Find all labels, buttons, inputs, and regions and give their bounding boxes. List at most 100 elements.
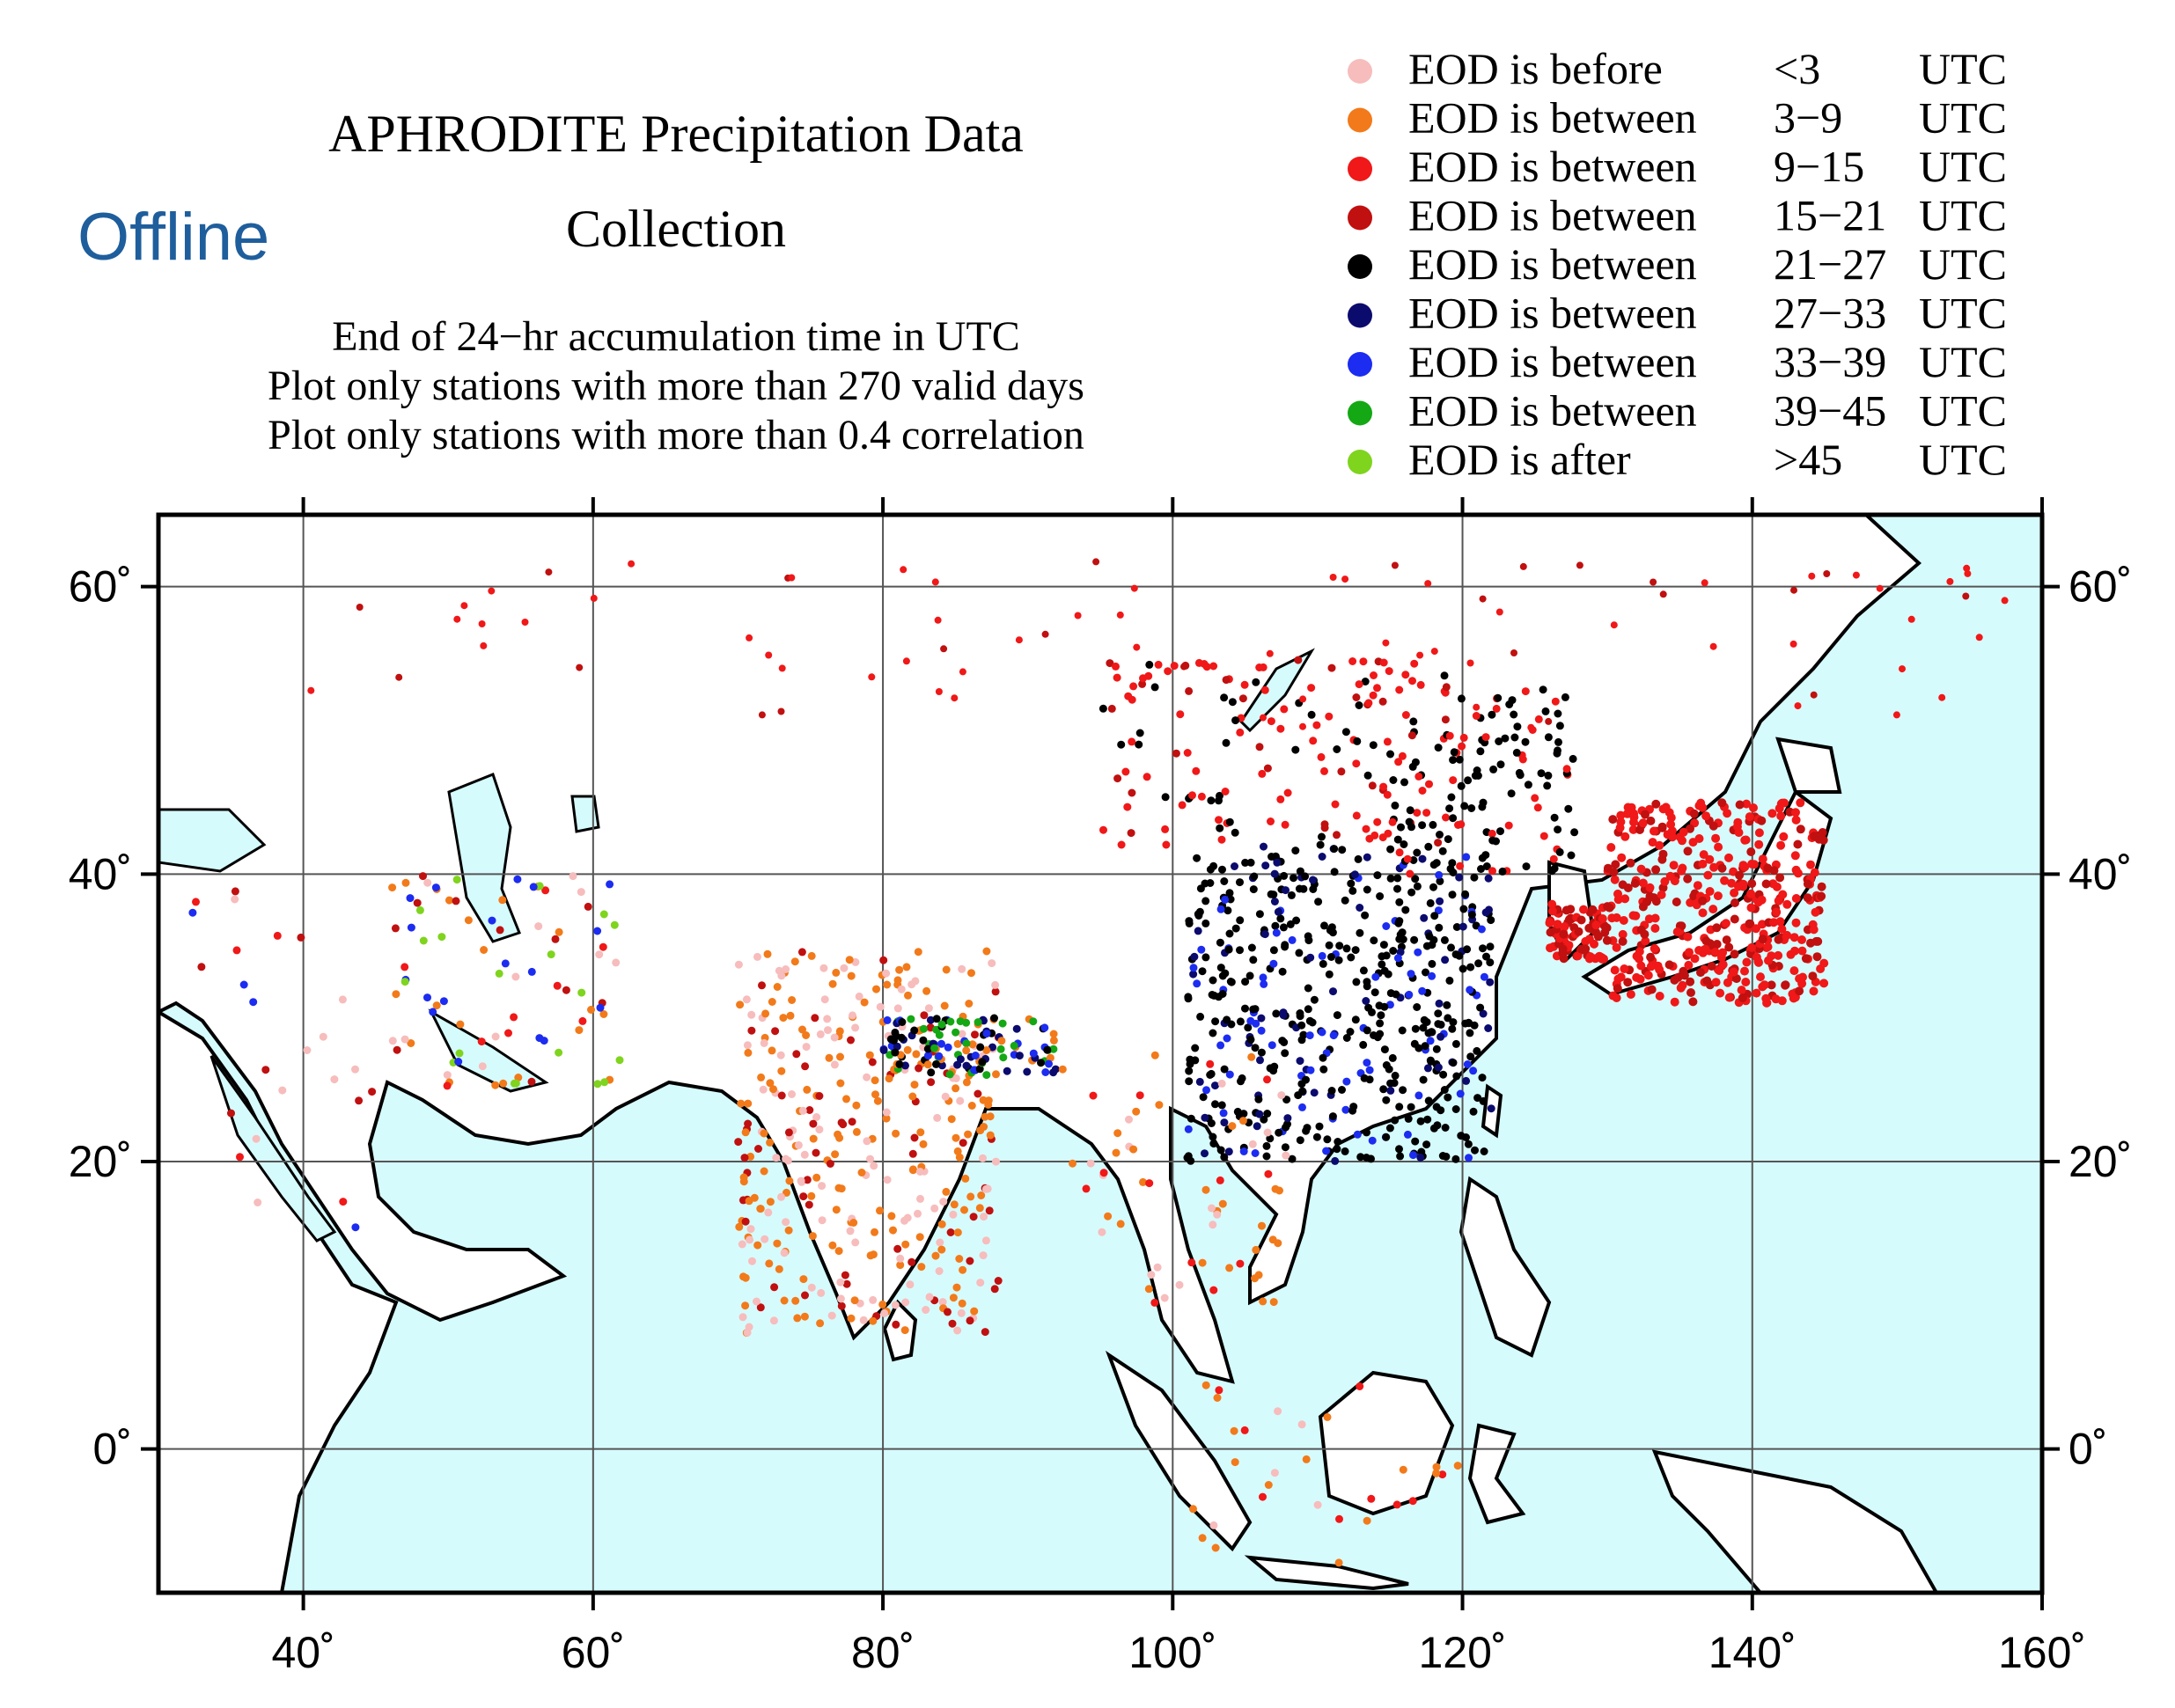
station-dot [831, 1150, 840, 1159]
station-dot [1521, 687, 1530, 696]
legend-range-8: >45 [1774, 435, 1842, 484]
station-dot [798, 1025, 806, 1034]
station-dot [1391, 801, 1400, 810]
station-dot [1481, 908, 1490, 917]
station-dot [1012, 1024, 1021, 1033]
station-dot [882, 1114, 891, 1123]
station-dot [1355, 701, 1363, 709]
station-dot [1465, 1154, 1473, 1162]
station-dot [1191, 1044, 1200, 1052]
station-dot [1753, 957, 1763, 966]
station-dot [1198, 1534, 1207, 1543]
station-dot [1435, 999, 1444, 1008]
station-dot [852, 1127, 861, 1136]
station-dot [922, 1306, 930, 1314]
station-dot [985, 1206, 994, 1215]
station-dot [744, 1048, 753, 1057]
station-dot [794, 1140, 803, 1149]
station-dot [1434, 1063, 1443, 1072]
station-dot [1439, 1070, 1448, 1079]
station-dot [1386, 750, 1394, 759]
station-dot [800, 1312, 809, 1321]
station-dot [1356, 904, 1364, 912]
station-dot [1323, 1135, 1332, 1144]
station-dot [431, 883, 440, 892]
station-dot [1301, 872, 1310, 881]
station-dot [1307, 710, 1316, 719]
station-dot [1220, 693, 1229, 702]
station-dot [1197, 945, 1206, 954]
station-dot [395, 673, 403, 681]
station-dot [1354, 854, 1363, 863]
land-sumatra [1105, 1350, 1253, 1552]
station-dot [1249, 956, 1258, 964]
station-dot [1186, 1059, 1194, 1068]
station-dot [1419, 1023, 1428, 1032]
station-dot [1701, 944, 1710, 954]
station-dot [307, 686, 315, 694]
station-dot [1703, 870, 1713, 880]
station-dot [1206, 865, 1215, 874]
station-dot [1776, 799, 1786, 809]
station-dot [1457, 694, 1466, 703]
station-dot [1222, 676, 1231, 685]
station-dot [1225, 817, 1234, 826]
station-dot [1746, 903, 1756, 913]
station-dot [1761, 993, 1771, 1003]
station-dot [1216, 824, 1224, 832]
station-dot [1267, 717, 1275, 726]
station-dot [766, 1198, 775, 1206]
station-dot [1259, 973, 1268, 982]
station-dot [452, 897, 460, 905]
station-dot [1200, 660, 1209, 668]
station-dot [529, 883, 538, 891]
station-dot [891, 1048, 900, 1057]
station-dot [1570, 828, 1579, 837]
station-dot [1418, 787, 1427, 795]
station-dot [1426, 898, 1435, 907]
station-dot [1185, 1067, 1194, 1075]
station-dot [966, 1192, 975, 1201]
station-dot [1329, 1031, 1338, 1040]
station-dot [981, 1328, 989, 1337]
station-dot [1255, 1110, 1264, 1118]
station-dot [1646, 952, 1656, 962]
station-dot [1395, 848, 1404, 857]
station-dot [835, 1027, 844, 1036]
station-dot [962, 1061, 971, 1070]
station-dot [1116, 611, 1124, 619]
station-dot [1449, 869, 1458, 876]
station-dot [952, 1283, 961, 1292]
station-dot [824, 1026, 832, 1035]
station-dot [1406, 869, 1414, 878]
station-dot [1808, 572, 1816, 580]
station-dot [1429, 883, 1437, 891]
station-dot [885, 1074, 893, 1083]
station-dot [1655, 840, 1664, 850]
station-dot [1231, 716, 1240, 725]
station-dot [937, 1245, 946, 1254]
station-dot [828, 1241, 837, 1250]
station-dot [979, 1154, 987, 1162]
station-dot [1410, 659, 1419, 668]
station-dot [443, 1081, 452, 1090]
station-dot [1180, 663, 1187, 671]
station-dot [1602, 935, 1612, 945]
station-dot [1660, 876, 1670, 886]
station-dot [777, 1091, 786, 1100]
station-dot [454, 1058, 463, 1066]
station-dot [892, 1129, 900, 1138]
station-dot [1216, 1146, 1225, 1155]
station-dot [1304, 984, 1312, 993]
station-dot [1353, 1130, 1362, 1139]
station-dot [980, 1213, 988, 1221]
station-dot [1342, 1034, 1351, 1042]
station-dot [1273, 858, 1282, 867]
station-dot [981, 1184, 990, 1193]
station-dot [1297, 1021, 1306, 1030]
station-dot [1305, 1031, 1314, 1040]
station-dot [1444, 835, 1452, 844]
legend-swatch-7 [1348, 400, 1372, 426]
station-dot [1727, 878, 1737, 888]
station-dot [1380, 966, 1389, 975]
